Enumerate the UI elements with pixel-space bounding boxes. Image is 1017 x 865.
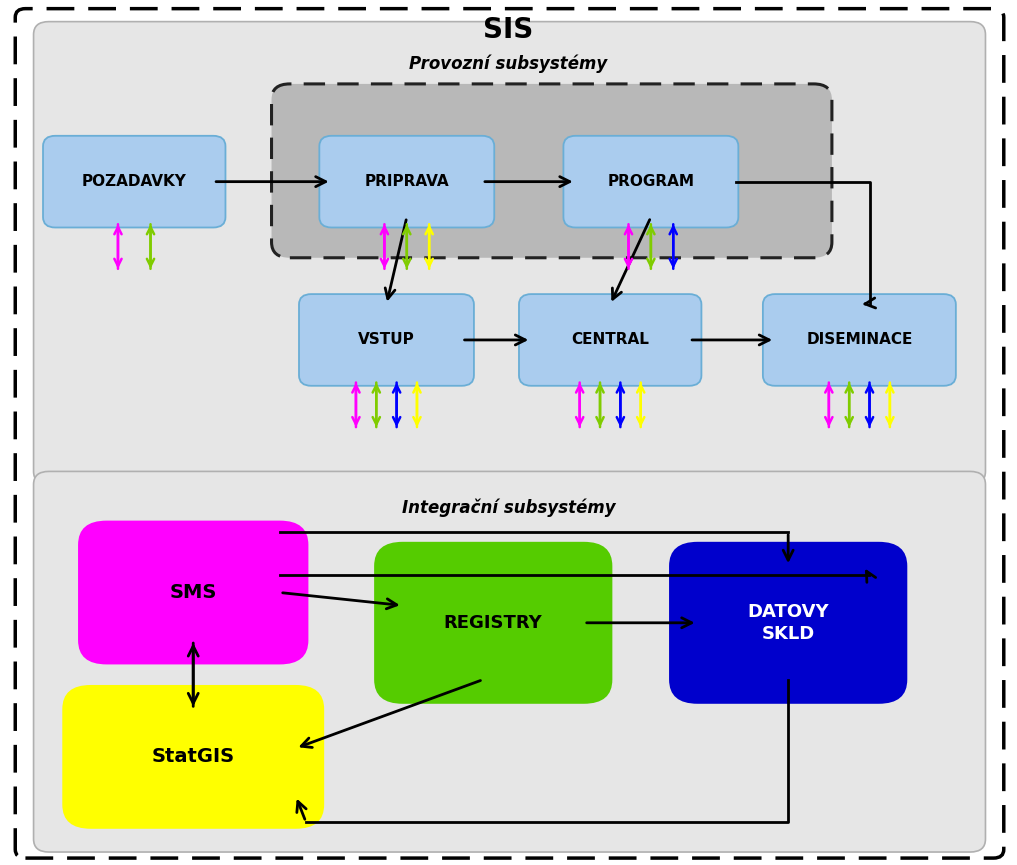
FancyBboxPatch shape: [78, 521, 308, 664]
Text: VSTUP: VSTUP: [358, 332, 415, 348]
FancyBboxPatch shape: [34, 471, 985, 852]
FancyBboxPatch shape: [519, 294, 702, 386]
Text: SMS: SMS: [170, 583, 217, 602]
FancyBboxPatch shape: [62, 685, 324, 829]
Text: REGISTRY: REGISTRY: [443, 614, 543, 631]
FancyBboxPatch shape: [763, 294, 956, 386]
Text: Provozní subsystémy: Provozní subsystémy: [410, 54, 607, 74]
FancyBboxPatch shape: [43, 136, 226, 227]
Text: DATOVY
SKLD: DATOVY SKLD: [747, 603, 829, 643]
FancyBboxPatch shape: [319, 136, 494, 227]
Text: POZADAVKY: POZADAVKY: [81, 174, 187, 189]
Text: CENTRAL: CENTRAL: [572, 332, 649, 348]
FancyBboxPatch shape: [299, 294, 474, 386]
FancyBboxPatch shape: [669, 541, 907, 704]
Text: StatGIS: StatGIS: [152, 747, 235, 766]
FancyBboxPatch shape: [563, 136, 738, 227]
Text: Integrační subsystémy: Integrační subsystémy: [402, 498, 615, 517]
FancyBboxPatch shape: [272, 84, 832, 258]
Text: SIS: SIS: [483, 16, 534, 44]
Text: DISEMINACE: DISEMINACE: [806, 332, 912, 348]
Text: PRIPRAVA: PRIPRAVA: [364, 174, 450, 189]
FancyBboxPatch shape: [374, 541, 612, 704]
Text: PROGRAM: PROGRAM: [607, 174, 695, 189]
FancyBboxPatch shape: [15, 9, 1004, 858]
FancyBboxPatch shape: [34, 22, 985, 484]
